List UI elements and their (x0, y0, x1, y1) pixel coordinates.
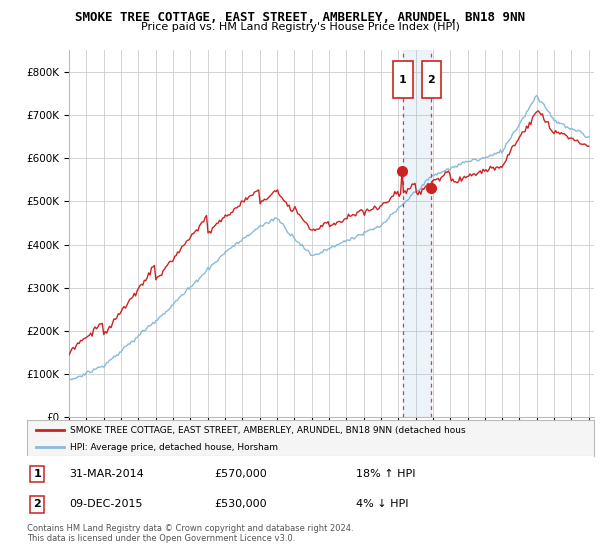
Text: SMOKE TREE COTTAGE, EAST STREET, AMBERLEY, ARUNDEL, BN18 9NN (detached hous: SMOKE TREE COTTAGE, EAST STREET, AMBERLE… (70, 426, 465, 435)
Text: 1: 1 (398, 74, 406, 85)
Text: 18% ↑ HPI: 18% ↑ HPI (356, 469, 415, 479)
Text: £530,000: £530,000 (214, 500, 267, 510)
FancyBboxPatch shape (422, 62, 442, 98)
Text: Contains HM Land Registry data © Crown copyright and database right 2024.
This d: Contains HM Land Registry data © Crown c… (27, 524, 353, 543)
Text: £570,000: £570,000 (214, 469, 267, 479)
Text: Price paid vs. HM Land Registry's House Price Index (HPI): Price paid vs. HM Land Registry's House … (140, 22, 460, 32)
Text: 4% ↓ HPI: 4% ↓ HPI (356, 500, 409, 510)
Bar (403, 50, 431, 417)
Text: 1: 1 (34, 469, 41, 479)
Text: 2: 2 (428, 74, 436, 85)
Text: 09-DEC-2015: 09-DEC-2015 (70, 500, 143, 510)
FancyBboxPatch shape (392, 62, 413, 98)
Text: HPI: Average price, detached house, Horsham: HPI: Average price, detached house, Hors… (70, 443, 278, 452)
Text: SMOKE TREE COTTAGE, EAST STREET, AMBERLEY, ARUNDEL, BN18 9NN: SMOKE TREE COTTAGE, EAST STREET, AMBERLE… (75, 11, 525, 24)
Text: 31-MAR-2014: 31-MAR-2014 (70, 469, 144, 479)
Text: 2: 2 (34, 500, 41, 510)
